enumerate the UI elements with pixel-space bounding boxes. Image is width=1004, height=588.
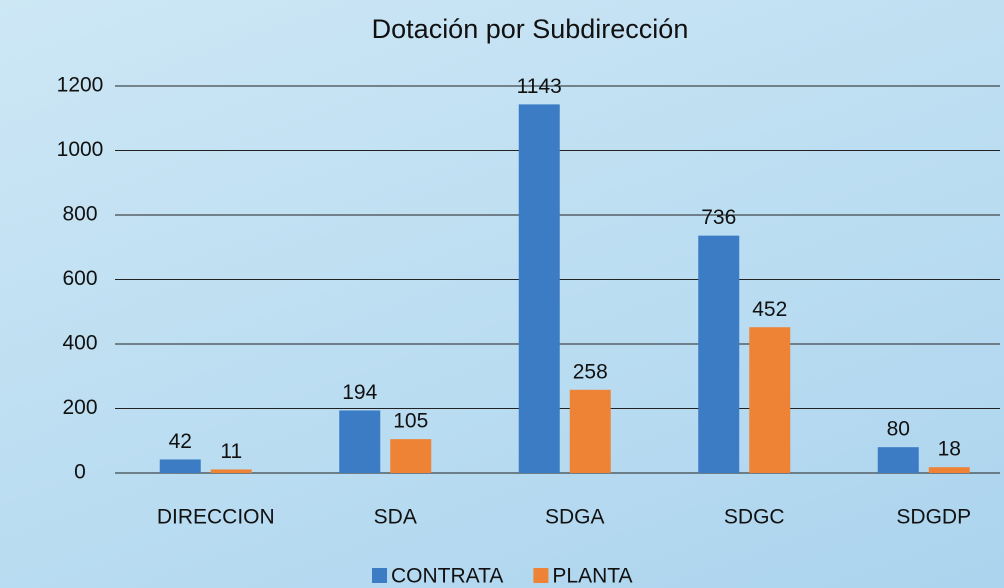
y-tick-label: 1000 (57, 138, 104, 161)
data-label: 736 (701, 206, 736, 229)
data-label: 42 (169, 430, 192, 453)
data-label: 105 (393, 410, 428, 433)
x-tick-label: DIRECCION (157, 506, 275, 529)
bar (390, 439, 432, 473)
bar (928, 467, 970, 473)
x-tick-label: SDGC (724, 506, 785, 529)
data-label: 18 (938, 438, 961, 461)
bar (877, 447, 919, 473)
bar (749, 327, 791, 473)
data-label: 452 (752, 298, 787, 321)
bar (210, 469, 252, 473)
bar (159, 459, 201, 473)
y-tick-label: 600 (62, 267, 97, 290)
x-tick-label: SDGA (545, 506, 605, 529)
y-tick-label: 0 (74, 461, 86, 484)
data-label: 194 (342, 381, 377, 404)
data-label: 80 (887, 418, 910, 441)
x-tick-label: SDGDP (896, 506, 971, 529)
x-tick-label: SDA (374, 506, 417, 529)
data-label: 258 (573, 360, 608, 383)
chart-title: Dotación por Subdirección (372, 14, 689, 44)
bar (518, 104, 560, 473)
y-tick-label: 1200 (57, 74, 104, 97)
legend-swatch (533, 568, 549, 583)
y-tick-label: 200 (62, 396, 97, 419)
bar (569, 389, 611, 473)
bar (339, 410, 381, 473)
y-tick-label: 400 (62, 332, 97, 355)
legend-swatch (372, 568, 387, 583)
data-label: 11 (220, 440, 242, 463)
legend-label: PLANTA (552, 565, 632, 588)
bar (698, 235, 740, 473)
legend-label: CONTRATA (391, 565, 503, 588)
y-tick-label: 800 (62, 203, 97, 226)
data-label: 1143 (517, 75, 562, 98)
